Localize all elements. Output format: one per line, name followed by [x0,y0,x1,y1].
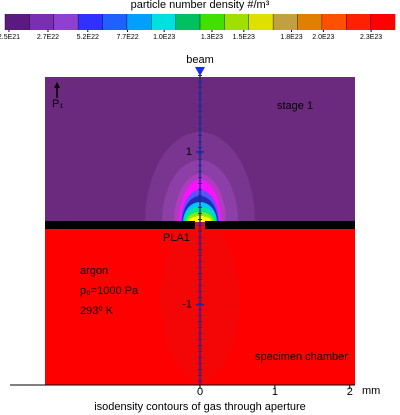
colorbar-tick-label: 2.3E23 [360,34,382,41]
colorbar-tick-label: 5.2E22 [77,34,99,41]
caption: isodensity contours of gas through apert… [94,401,306,413]
colorbar-swatch [29,14,55,30]
colorbar-tick-label: 2.7E22 [37,34,59,41]
x-axis-label: mm [362,385,380,397]
colorbar-swatch [297,14,323,30]
title: particle number density #/m³ [131,0,270,11]
y-tick-label: -1 [182,299,192,311]
colorbar-swatch [248,14,274,30]
aperture-label: PLA1 [163,232,190,244]
colorbar-swatch [273,14,298,30]
colorbar-swatch [200,14,225,30]
plate [205,221,355,229]
colorbar-tick-label: 1.8E23 [280,34,302,41]
colorbar-tick-label: 2.0E23 [312,34,334,41]
colorbar-swatch [126,14,152,30]
x-tick-label: 1 [272,386,278,398]
colorbar-swatch [53,14,79,30]
colorbar-swatch [102,14,128,30]
chamber-label: specimen chamber [255,351,348,363]
arrowhead [54,82,60,88]
colorbar-swatch [78,14,103,30]
colorbar-swatch [224,14,250,30]
stage-label: stage 1 [277,100,313,112]
beam-label: beam [186,54,214,66]
colorbar-swatch [5,14,30,30]
x-tick-label: 0 [197,386,203,398]
colorbar-tick-label: 7.7E22 [116,34,138,41]
colorbar-swatch [321,14,347,30]
colorbar-swatch [346,14,371,30]
y-tick-label: 1 [186,146,192,158]
colorbar-tick-label: 1.0E23 [153,34,175,41]
colorbar-tick-label: 1.3E23 [201,34,223,41]
colorbar-swatch [151,14,176,30]
colorbar-swatch [370,14,396,30]
p1-label: P₁ [52,98,63,110]
plate [45,221,195,229]
colorbar-swatch [175,14,201,30]
gas-label: argon [80,265,108,277]
colorbar: 2.5E21 2.7E22 5.2E22 7.7E22 1.0E23 1.3E23 1.5E… [0,14,396,41]
temperature-label: 293⁰ K [80,305,114,317]
beam-marker [195,67,205,76]
colorbar-tick-label: 2.5E21 [0,34,20,41]
x-tick-label: 2 [347,386,353,398]
pressure-label: p₀=1000 Pa [80,285,139,297]
colorbar-tick-label: 1.5E23 [233,34,255,41]
